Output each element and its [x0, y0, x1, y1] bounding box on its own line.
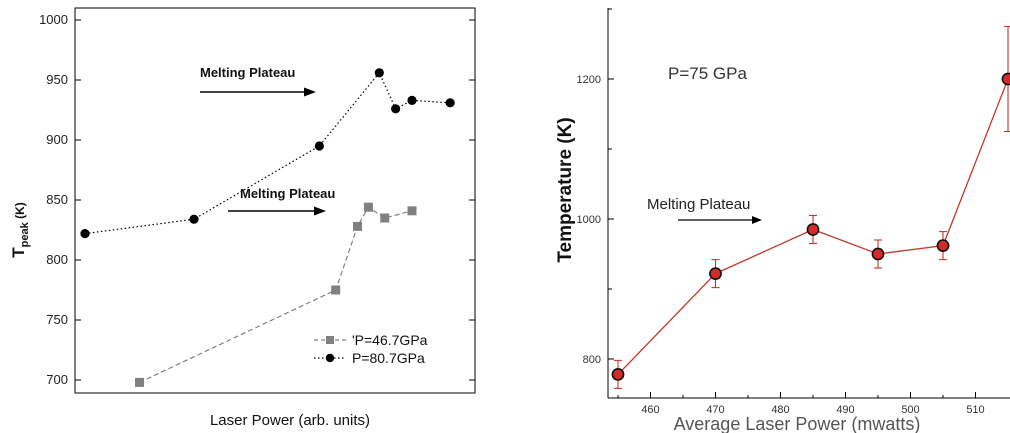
left-y-tick-label: 900	[46, 132, 68, 147]
left-y-tick-label: 850	[46, 192, 68, 207]
right-x-tick-label: 470	[706, 404, 724, 416]
left-y-axis-label: Tpeak (K)	[9, 202, 31, 257]
left-y-tick-label: 750	[46, 312, 68, 327]
data-point-circle	[1001, 72, 1010, 86]
data-point-square	[363, 202, 373, 212]
left-annotation-2-text: Melting Plateau	[240, 186, 335, 201]
data-point-square	[135, 377, 144, 387]
left-x-axis-label: Laser Power (arb. units)	[210, 412, 370, 429]
right-x-tick-label: 510	[966, 404, 984, 416]
legend-label-p46: 'P=46.7GPa	[352, 332, 428, 348]
right-chart: 460 470 480 490 500 510 800 1000 1200 P=75 GPa M…	[555, 8, 1010, 433]
left-y-ticks: 700 750 800 850 900 950 1000	[39, 12, 475, 387]
right-x-axis-label: Average Laser Power (mwatts)	[674, 414, 921, 433]
data-point-circle	[806, 223, 820, 236]
left-annotation-2-arrow	[228, 206, 326, 216]
right-axis-ticks: 460 470 480 490 500 510 800 1000 1200	[577, 8, 985, 416]
right-x-tick-label: 490	[836, 404, 854, 416]
legend-label-p80: P=80.7GPa	[352, 350, 425, 366]
left-series-layer	[80, 68, 455, 387]
left-y-axis-label-main: T	[9, 247, 28, 258]
right-y-tick-label: 1000	[577, 214, 601, 226]
left-y-tick-label: 950	[46, 72, 68, 87]
data-point-circle	[871, 247, 885, 261]
legend-circle-marker	[325, 353, 335, 363]
data-point-circle	[407, 95, 417, 105]
left-y-tick-label: 800	[46, 252, 68, 267]
right-y-tick-label: 1200	[577, 74, 601, 86]
data-point-circle	[445, 98, 455, 108]
legend-square-marker	[326, 336, 334, 344]
data-point-circle	[314, 141, 324, 151]
left-y-axis-label-sub: peak	[19, 221, 31, 247]
right-annotation-text: Melting Plateau	[647, 196, 750, 213]
left-y-tick-label: 700	[46, 372, 68, 387]
data-point-circle	[391, 104, 401, 114]
data-point-square	[353, 221, 362, 231]
data-point-circle	[80, 229, 90, 239]
right-chart-title: P=75 GPa	[668, 64, 747, 83]
right-x-tick-label: 480	[771, 404, 789, 416]
right-annotation-arrow	[678, 216, 762, 224]
left-legend: 'P=46.7GPa P=80.7GPa	[314, 332, 428, 366]
left-chart: 700 750 800 850 900 950 1000 Laser Power (arb.…	[9, 7, 476, 429]
data-point-circle	[936, 239, 950, 252]
series-p46-line	[139, 206, 413, 383]
legend-entry-p80: P=80.7GPa	[314, 350, 425, 366]
legend-entry-p46: 'P=46.7GPa	[314, 332, 428, 348]
right-series-layer	[611, 25, 1010, 389]
data-point-circle	[189, 214, 199, 224]
right-x-tick-label: 500	[901, 404, 919, 416]
right-series-line	[617, 78, 1009, 375]
left-annotation-1-text: Melting Plateau	[200, 65, 295, 80]
right-x-tick-label: 460	[641, 404, 659, 416]
data-point-square	[380, 213, 390, 223]
data-point-square	[331, 285, 341, 295]
right-y-axis-label: Temperature (K)	[555, 117, 576, 262]
data-point-circle	[374, 68, 384, 78]
series-p80-line	[84, 71, 451, 235]
data-point-circle	[611, 367, 625, 381]
left-y-tick-label: 1000	[39, 12, 68, 27]
right-y-tick-label: 800	[583, 354, 601, 366]
left-annotation-1-arrow	[200, 87, 316, 97]
left-y-axis-label-unit: (K)	[13, 202, 27, 222]
data-point-square	[407, 206, 417, 216]
data-point-circle	[709, 267, 722, 280]
